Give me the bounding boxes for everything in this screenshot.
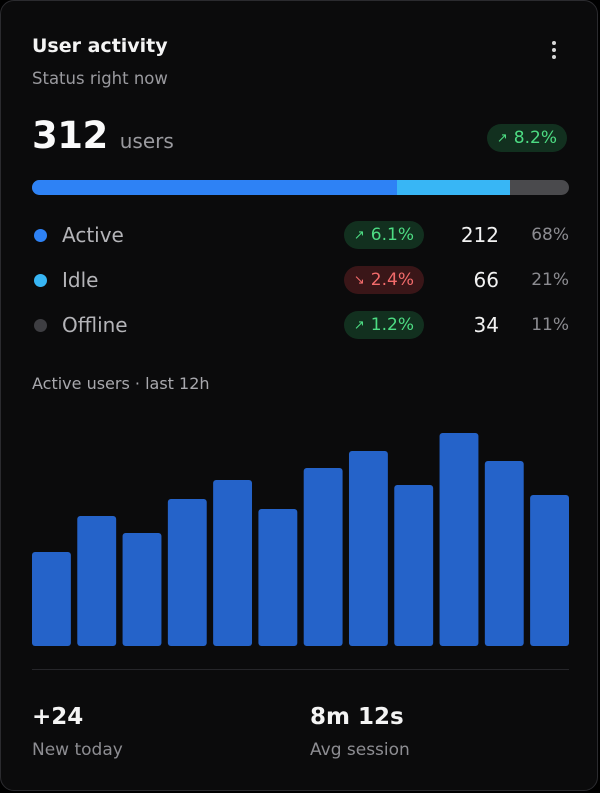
status-dot-icon bbox=[34, 229, 47, 242]
new-today-value: +24 bbox=[32, 704, 84, 730]
arrow-up-right-icon: ↗ bbox=[353, 317, 365, 333]
status-count: 66 bbox=[473, 268, 499, 292]
status-change-badge: ↗ 6.1% bbox=[343, 221, 424, 249]
status-label: Offline bbox=[62, 313, 128, 337]
chart-bar bbox=[530, 495, 569, 646]
arrow-down-right-icon: ↘ bbox=[353, 272, 365, 288]
avg-session-value: 8m 12s bbox=[310, 704, 404, 730]
new-today-label: New today bbox=[32, 740, 123, 760]
active-users-bar-chart bbox=[32, 433, 569, 646]
chart-bar bbox=[484, 461, 524, 646]
status-change-badge: ↘ 2.4% bbox=[343, 266, 424, 294]
distribution-segment-active bbox=[32, 180, 398, 195]
status-percent: 11% bbox=[531, 315, 569, 335]
status-row-active: Active ↗ 6.1% 212 68% bbox=[32, 221, 569, 251]
status-change-badge: ↗ 1.2% bbox=[343, 311, 424, 339]
chart-bar bbox=[213, 480, 253, 646]
chart-bar bbox=[258, 509, 298, 646]
distribution-segment-idle bbox=[397, 180, 510, 195]
status-dot-icon bbox=[34, 319, 47, 332]
status-change-value: 2.4% bbox=[370, 270, 414, 290]
divider bbox=[32, 669, 569, 670]
chart-bar bbox=[77, 516, 117, 646]
chart-bar bbox=[32, 552, 71, 646]
status-percent: 68% bbox=[531, 225, 569, 245]
status-count: 212 bbox=[460, 223, 499, 247]
status-dot-icon bbox=[34, 274, 47, 287]
chart-bar bbox=[394, 485, 434, 646]
status-row-idle: Idle ↘ 2.4% 66 21% bbox=[32, 266, 569, 296]
status-percent: 21% bbox=[531, 270, 569, 290]
total-users-value: 312 bbox=[32, 114, 108, 157]
chart-title: Active users · last 12h bbox=[32, 374, 210, 393]
chart-bar bbox=[303, 468, 343, 646]
chart-bar bbox=[439, 433, 479, 646]
total-change-badge: ↗ 8.2% bbox=[486, 124, 567, 152]
chart-bar bbox=[167, 499, 207, 646]
arrow-up-right-icon: ↗ bbox=[496, 130, 508, 146]
status-distribution-bar bbox=[32, 180, 569, 195]
status-label: Active bbox=[62, 223, 124, 247]
status-change-value: 6.1% bbox=[370, 225, 414, 245]
avg-session-label: Avg session bbox=[310, 740, 410, 760]
total-change-value: 8.2% bbox=[513, 128, 557, 148]
status-label: Idle bbox=[62, 268, 99, 292]
total-users: 312 users bbox=[32, 114, 174, 157]
card-title: User activity bbox=[32, 35, 168, 57]
more-vertical-icon[interactable] bbox=[542, 37, 566, 63]
status-change-value: 1.2% bbox=[370, 315, 414, 335]
card-subtitle: Status right now bbox=[32, 69, 168, 88]
chart-bar bbox=[122, 533, 162, 646]
arrow-up-right-icon: ↗ bbox=[353, 227, 365, 243]
status-count: 34 bbox=[473, 313, 499, 337]
total-users-unit: users bbox=[119, 129, 174, 153]
chart-bar bbox=[348, 451, 388, 646]
status-row-offline: Offline ↗ 1.2% 34 11% bbox=[32, 311, 569, 341]
